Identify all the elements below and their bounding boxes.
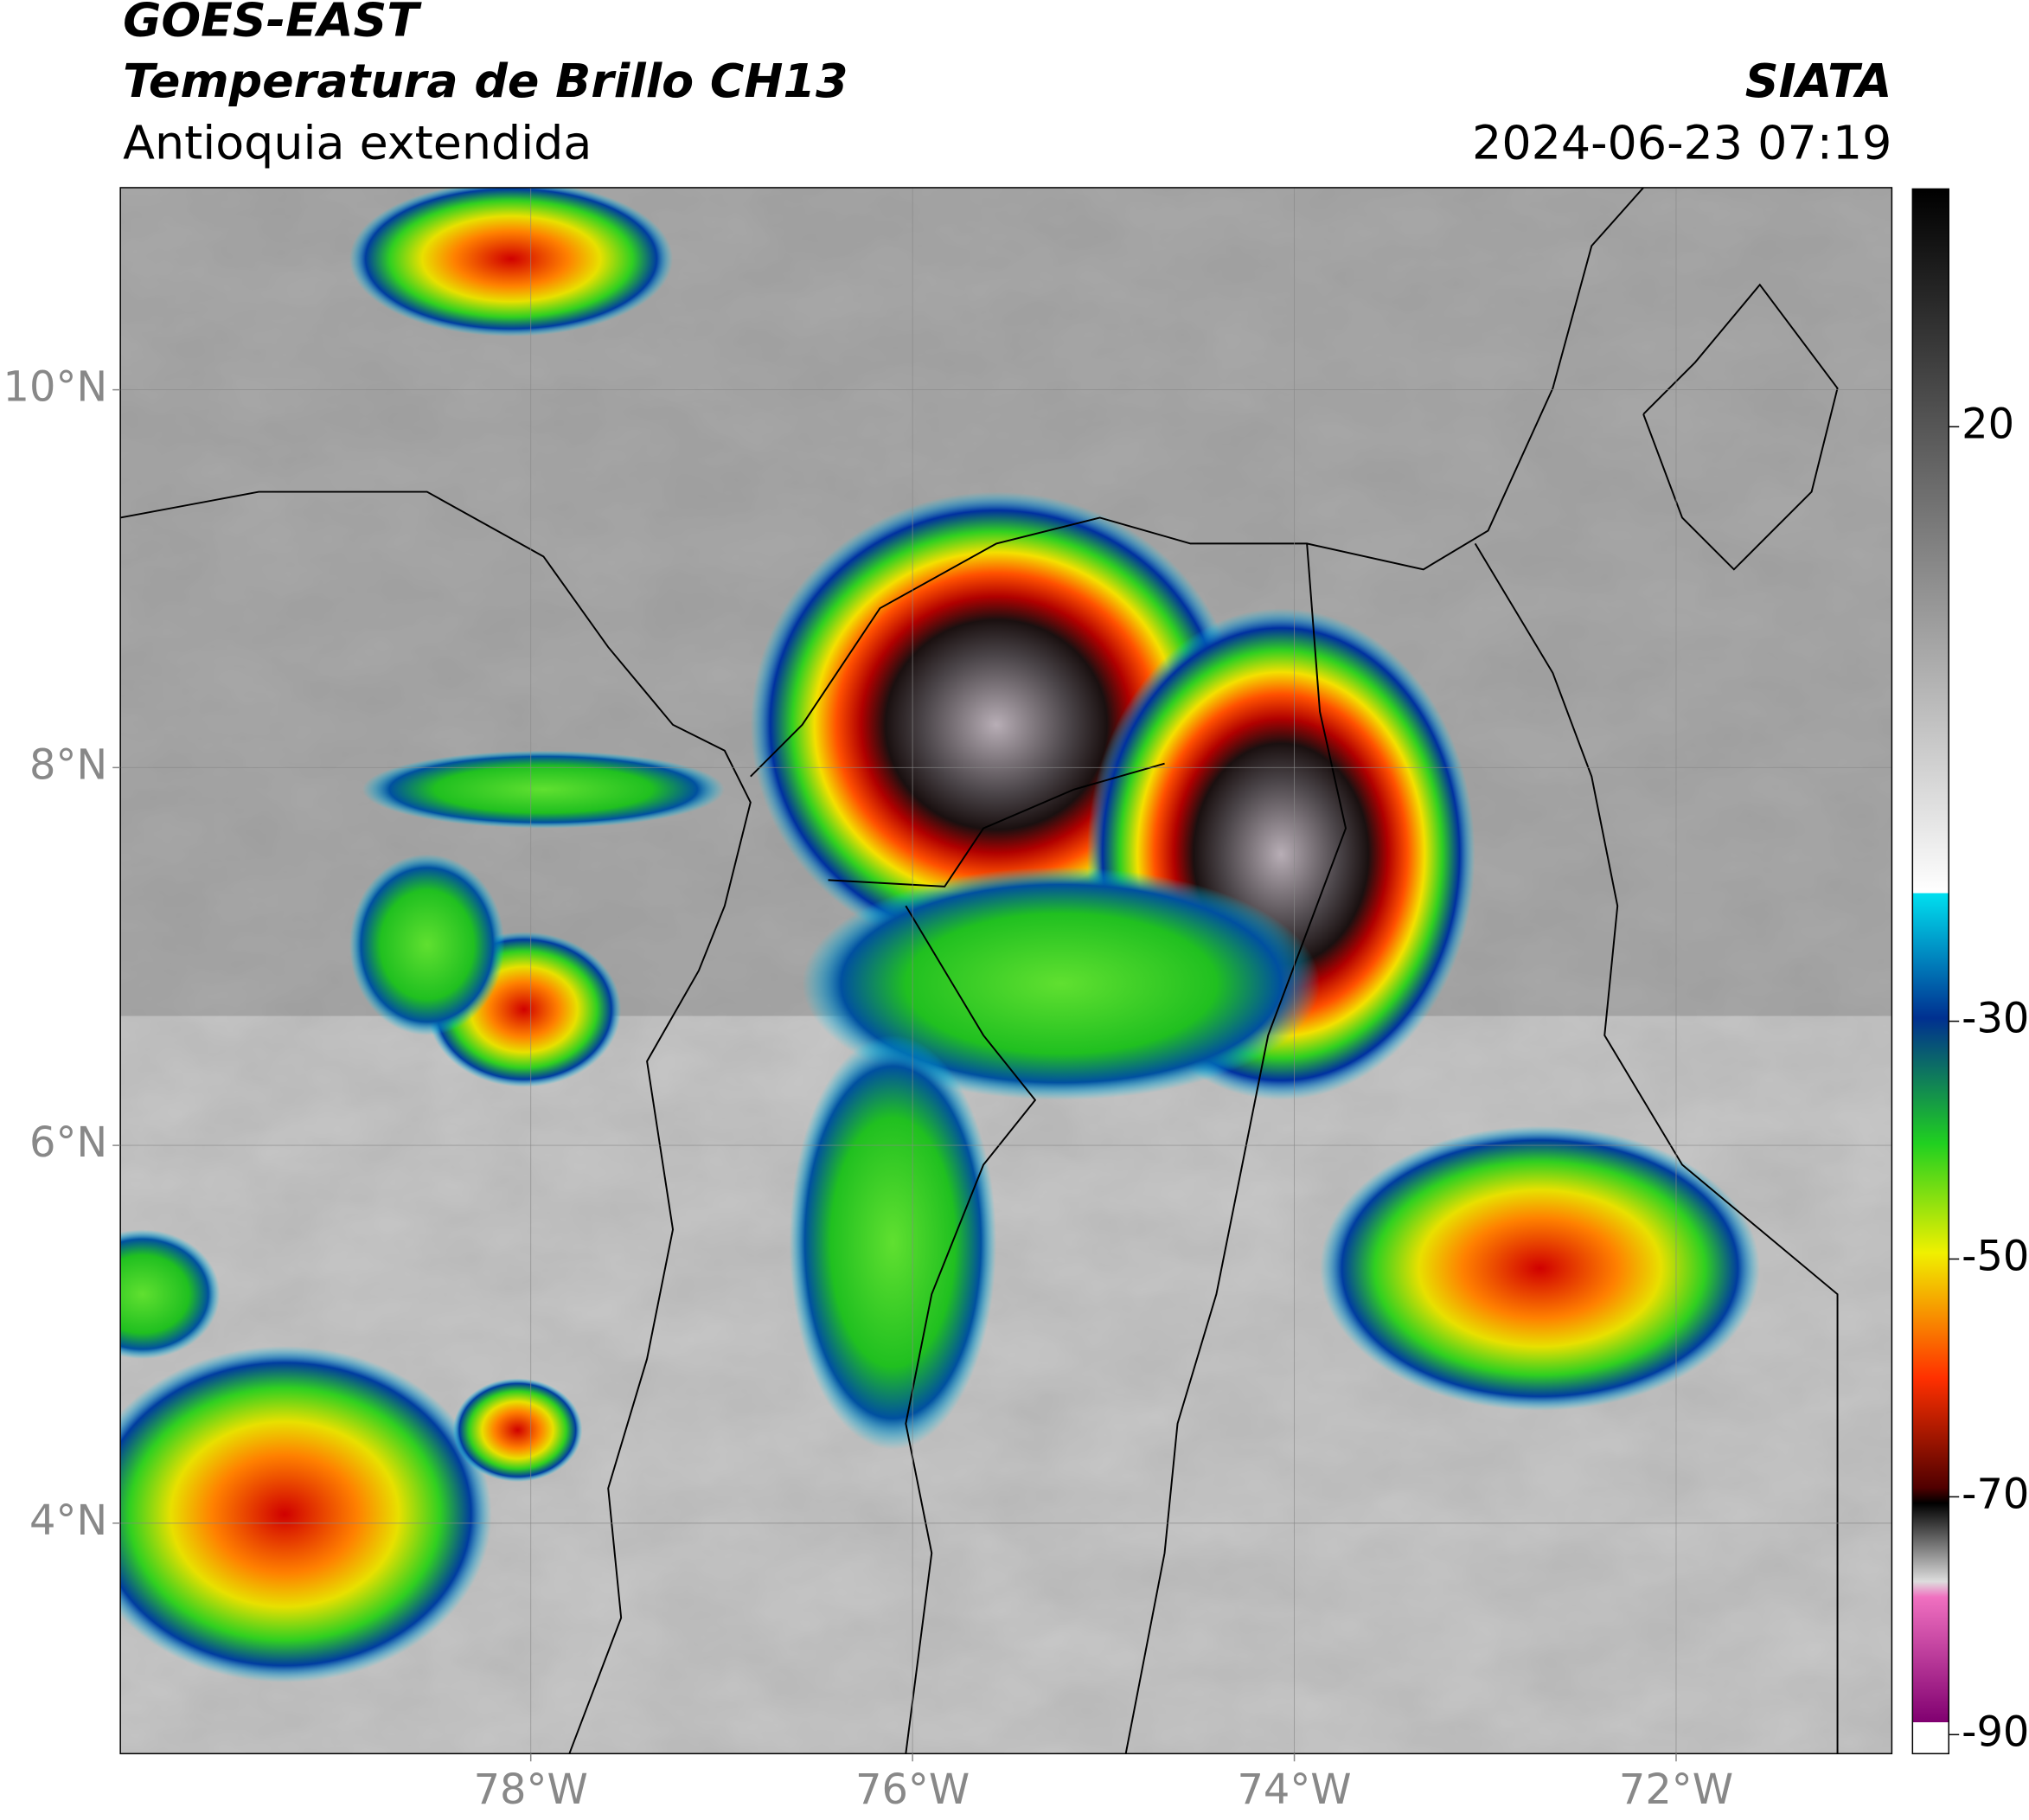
map-frame <box>119 187 1893 1755</box>
cloud <box>802 867 1321 1100</box>
colorbar-tick-label: -50 <box>1962 1233 2029 1280</box>
x-tick-label: 76°W <box>855 1766 970 1814</box>
colorbar <box>1911 188 1949 1755</box>
y-tick-label: 10°N <box>3 364 108 412</box>
source: SIATA <box>1745 54 1892 108</box>
region: Antioquia extendida <box>123 116 592 170</box>
y-tick-label: 8°N <box>29 741 107 789</box>
grid <box>120 187 1892 1754</box>
borders <box>120 187 1839 1754</box>
cloud <box>349 187 673 336</box>
satellite-image <box>120 187 1892 1754</box>
x-tick-label: 78°W <box>474 1766 588 1814</box>
colorbar-tick-label: 20 <box>1962 401 2014 448</box>
colorbar-tick-label: -90 <box>1962 1708 2029 1756</box>
cloud <box>120 1229 221 1359</box>
x-tick-label: 72°W <box>1619 1766 1733 1814</box>
cloud <box>789 1035 997 1450</box>
y-tick-label: 6°N <box>29 1119 107 1167</box>
cloud <box>452 1378 583 1483</box>
subtitle: Temperatura de Brillo CH13 <box>123 54 848 108</box>
x-tick-label: 74°W <box>1237 1766 1351 1814</box>
ticks: 78°W 76°W 74°W 72°W 10°N 8°N 6°N 4°N 20 -30 -50 -70… <box>3 364 2029 1815</box>
cloud <box>362 750 725 829</box>
cloud <box>349 854 505 1035</box>
cloud <box>1320 1125 1760 1411</box>
colorbar-tick-label: -70 <box>1962 1471 2029 1518</box>
colorbar-tick-label: -30 <box>1962 996 2029 1043</box>
datetime: 2024-06-23 07:19 <box>1472 116 1891 170</box>
y-tick-label: 4°N <box>29 1497 107 1545</box>
title: GOES-EAST <box>123 0 422 48</box>
cloud <box>120 1346 492 1682</box>
